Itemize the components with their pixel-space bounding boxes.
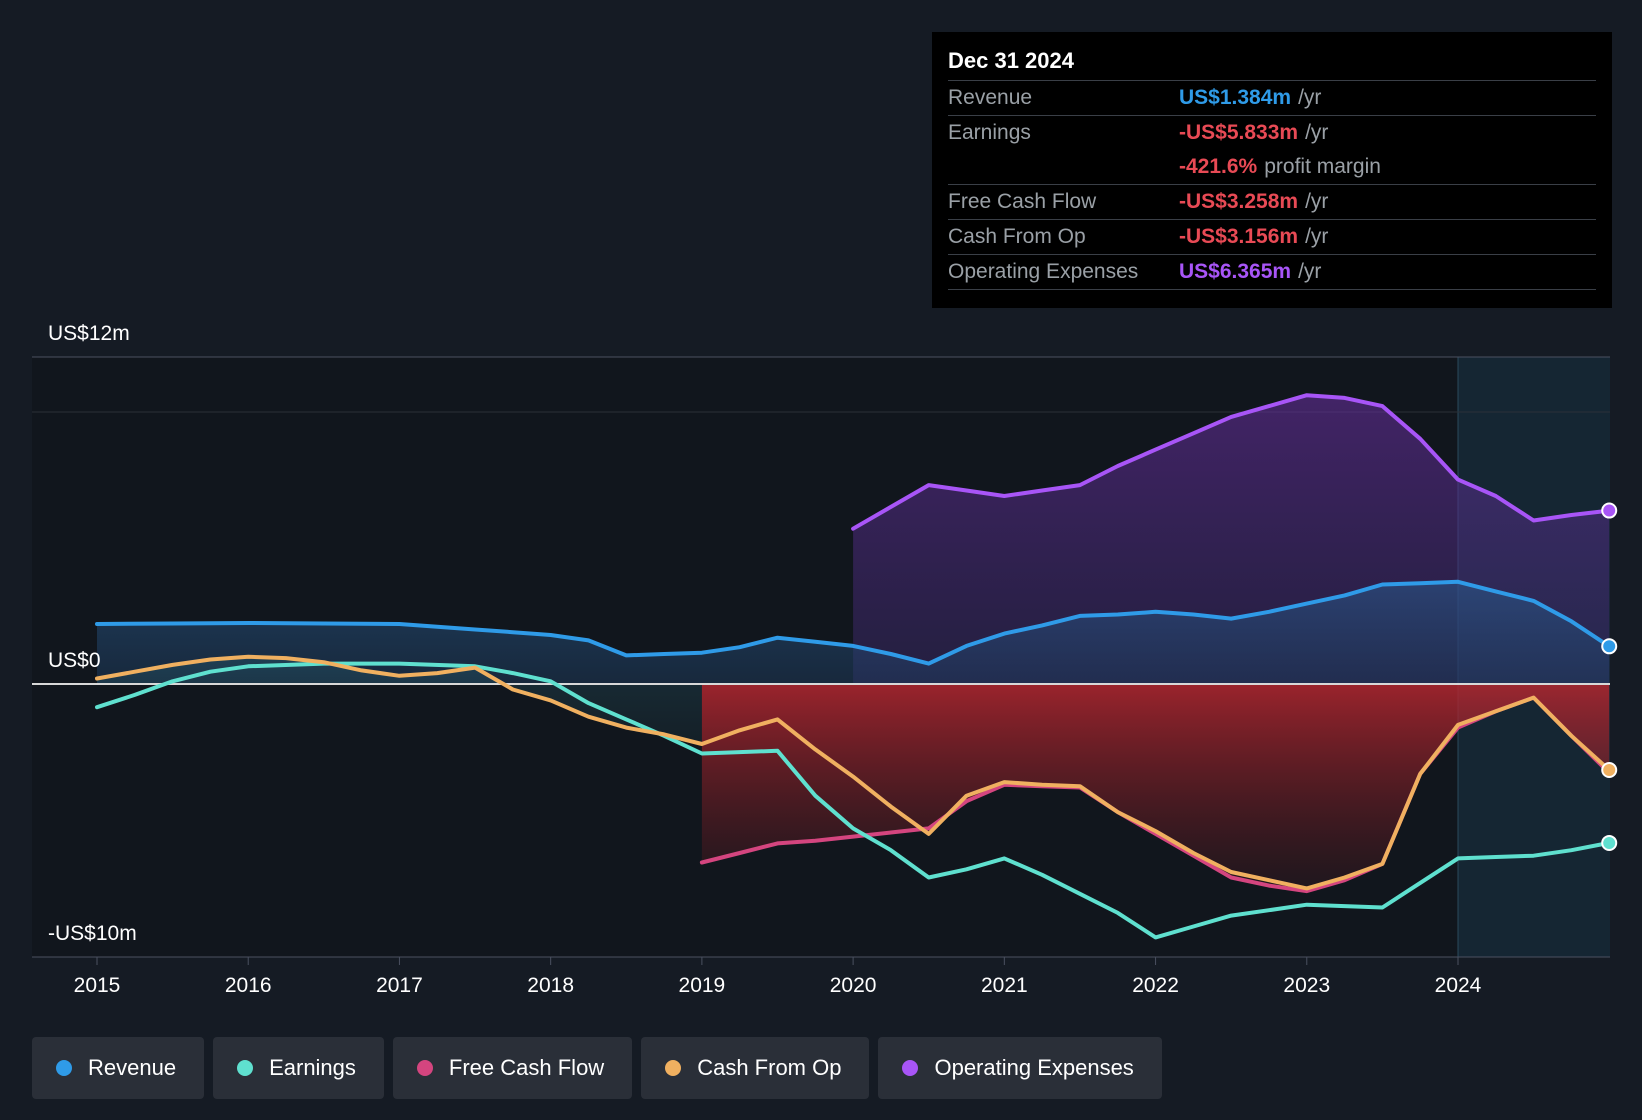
tooltip-value: -US$3.258m <box>1179 190 1299 213</box>
tooltip-row-revenue: Revenue US$1.384m /yr <box>948 80 1596 115</box>
end-marker-operating-expenses <box>1601 502 1618 519</box>
tooltip-label: Revenue <box>948 86 1033 109</box>
series-line-earnings <box>95 661 1612 940</box>
x-tick-label: 2021 <box>981 974 1028 997</box>
legend-label: Earnings <box>269 1055 356 1080</box>
legend-dot-icon <box>902 1060 919 1076</box>
x-tick-label: 2020 <box>830 974 877 997</box>
x-tick-label: 2015 <box>74 974 121 997</box>
tooltip-date: Dec 31 2024 <box>948 48 1074 73</box>
y-axis-label: -US$10m <box>48 922 137 945</box>
tooltip-label: Free Cash Flow <box>948 190 1097 213</box>
tooltip-row-cash-from-op: Cash From Op -US$3.156m /yr <box>948 219 1596 254</box>
end-marker-earnings <box>1601 834 1618 851</box>
tooltip-unit: /yr <box>1298 260 1322 283</box>
x-tick-label: 2016 <box>225 974 272 997</box>
tooltip-unit: profit margin <box>1264 155 1381 178</box>
x-tick-label: 2017 <box>376 974 423 997</box>
end-marker-cash-from-op <box>1601 762 1618 779</box>
legend-label: Revenue <box>88 1055 177 1080</box>
tooltip-label: Cash From Op <box>948 225 1086 248</box>
y-axis-label: US$0 <box>48 649 101 672</box>
x-tick-label: 2022 <box>1132 974 1179 997</box>
tooltip-value: -US$5.833m <box>1179 121 1299 144</box>
tooltip-unit: /yr <box>1305 225 1329 248</box>
tooltip-value: -421.6% <box>1179 155 1258 178</box>
tooltip-row-earnings: Earnings -US$5.833m /yr <box>948 115 1596 150</box>
series-line-revenue <box>95 579 1612 666</box>
early-cash-area <box>97 656 702 744</box>
legend: Revenue Earnings Free Cash Flow Cash Fro… <box>32 1037 1171 1099</box>
legend-dot-icon <box>416 1060 433 1076</box>
y-axis-label: US$12m <box>48 322 130 345</box>
tooltip-value: US$1.384m <box>1179 86 1292 109</box>
fcf-area <box>701 684 1610 892</box>
legend-item-revenue[interactable]: Revenue <box>32 1037 205 1099</box>
tooltip-unit: /yr <box>1298 86 1322 109</box>
tooltip-value: US$6.365m <box>1179 260 1292 283</box>
tooltip-label: Earnings <box>948 121 1031 144</box>
legend-label: Cash From Op <box>697 1055 842 1080</box>
tooltip-value: -US$3.156m <box>1179 225 1299 248</box>
legend-item-cash-from-op[interactable]: Cash From Op <box>641 1037 870 1099</box>
revenue-area <box>97 581 1610 684</box>
legend-dot-icon <box>237 1060 254 1076</box>
x-tick-label: 2018 <box>527 974 574 997</box>
tooltip-row-operating-expenses: Operating Expenses US$6.365m /yr <box>948 254 1596 290</box>
legend-dot-icon <box>665 1060 682 1076</box>
x-tick-label: 2023 <box>1283 974 1330 997</box>
legend-label: Operating Expenses <box>934 1055 1134 1080</box>
tooltip-row-free-cash-flow: Free Cash Flow -US$3.258m /yr <box>948 184 1596 219</box>
legend-item-operating-expenses[interactable]: Operating Expenses <box>878 1037 1162 1099</box>
legend-dot-icon <box>56 1060 72 1076</box>
series-line-cash-from-op <box>95 654 1612 891</box>
tooltip-unit: /yr <box>1305 121 1329 144</box>
x-tick-label: 2024 <box>1435 974 1482 997</box>
tooltip: Dec 31 2024 Revenue US$1.384m /yr Earnin… <box>932 32 1612 308</box>
x-tick-label: 2019 <box>679 974 726 997</box>
tooltip-unit: /yr <box>1305 190 1329 213</box>
legend-label: Free Cash Flow <box>448 1055 605 1080</box>
legend-item-earnings[interactable]: Earnings <box>213 1037 384 1099</box>
tooltip-row-profit-margin: -421.6% profit margin <box>948 150 1596 184</box>
series-line-operating-expenses <box>851 393 1612 531</box>
end-marker-revenue <box>1601 638 1618 655</box>
tooltip-label: Operating Expenses <box>948 260 1139 283</box>
legend-item-free-cash-flow[interactable]: Free Cash Flow <box>392 1037 633 1099</box>
